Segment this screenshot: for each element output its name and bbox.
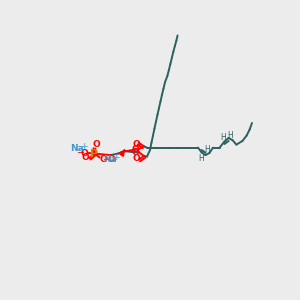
Text: −: − [103, 155, 111, 165]
Text: Na: Na [70, 144, 84, 153]
Text: O: O [132, 148, 140, 157]
Text: O: O [132, 140, 140, 149]
Text: O: O [132, 145, 140, 154]
Text: Na: Na [103, 155, 116, 164]
Text: O: O [99, 155, 107, 164]
Text: O: O [82, 153, 90, 162]
Text: +: + [80, 142, 88, 151]
Text: H: H [199, 154, 205, 163]
Text: +: + [112, 153, 120, 162]
Text: O: O [132, 154, 140, 163]
Text: H: H [227, 130, 233, 140]
Text: H: H [204, 146, 210, 154]
Text: O: O [80, 148, 88, 158]
Text: H: H [220, 133, 226, 142]
Text: O: O [92, 140, 100, 149]
Text: P: P [90, 148, 99, 159]
Text: O: O [107, 154, 115, 164]
Text: −: − [76, 148, 85, 158]
